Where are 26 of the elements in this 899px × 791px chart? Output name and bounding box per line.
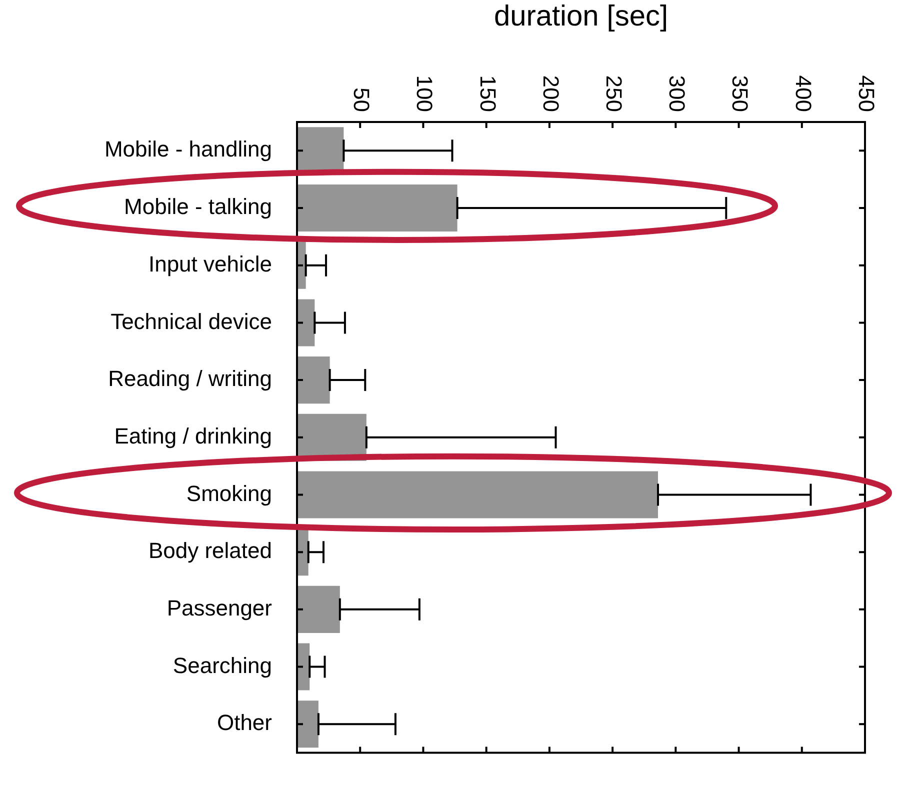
bar xyxy=(297,356,330,404)
y-tick-label: Mobile - handling xyxy=(104,136,272,162)
y-tick-label: Smoking xyxy=(186,480,272,506)
y-tick-label: Other xyxy=(216,710,272,736)
bar xyxy=(297,471,658,518)
y-tick-label: Reading / writing xyxy=(108,366,272,392)
x-tick-label: 100 xyxy=(412,75,438,112)
y-tick-label: Passenger xyxy=(166,596,272,620)
y-tick-label: Input vehicle xyxy=(148,251,272,276)
bar xyxy=(297,184,458,232)
y-tick-label: Searching xyxy=(172,652,272,678)
x-tick-label: 250 xyxy=(601,75,626,112)
x-tick-label: 350 xyxy=(728,75,753,112)
y-tick-label: Mobile - talking xyxy=(124,194,272,220)
y-tick-label: Body related xyxy=(148,538,272,564)
y-tick-label: Eating / drinking xyxy=(114,423,272,448)
x-tick-label: 50 xyxy=(349,88,374,112)
bar xyxy=(297,700,318,748)
x-axis-title: duration [sec] xyxy=(494,0,668,32)
x-tick-label: 150 xyxy=(475,75,500,112)
x-tick-label: 200 xyxy=(538,75,564,112)
bar xyxy=(297,586,340,633)
x-tick-label: 400 xyxy=(790,75,816,112)
x-tick-label: 300 xyxy=(664,75,690,112)
y-tick-label: Technical device xyxy=(110,308,272,334)
x-tick-label: 450 xyxy=(854,75,879,112)
